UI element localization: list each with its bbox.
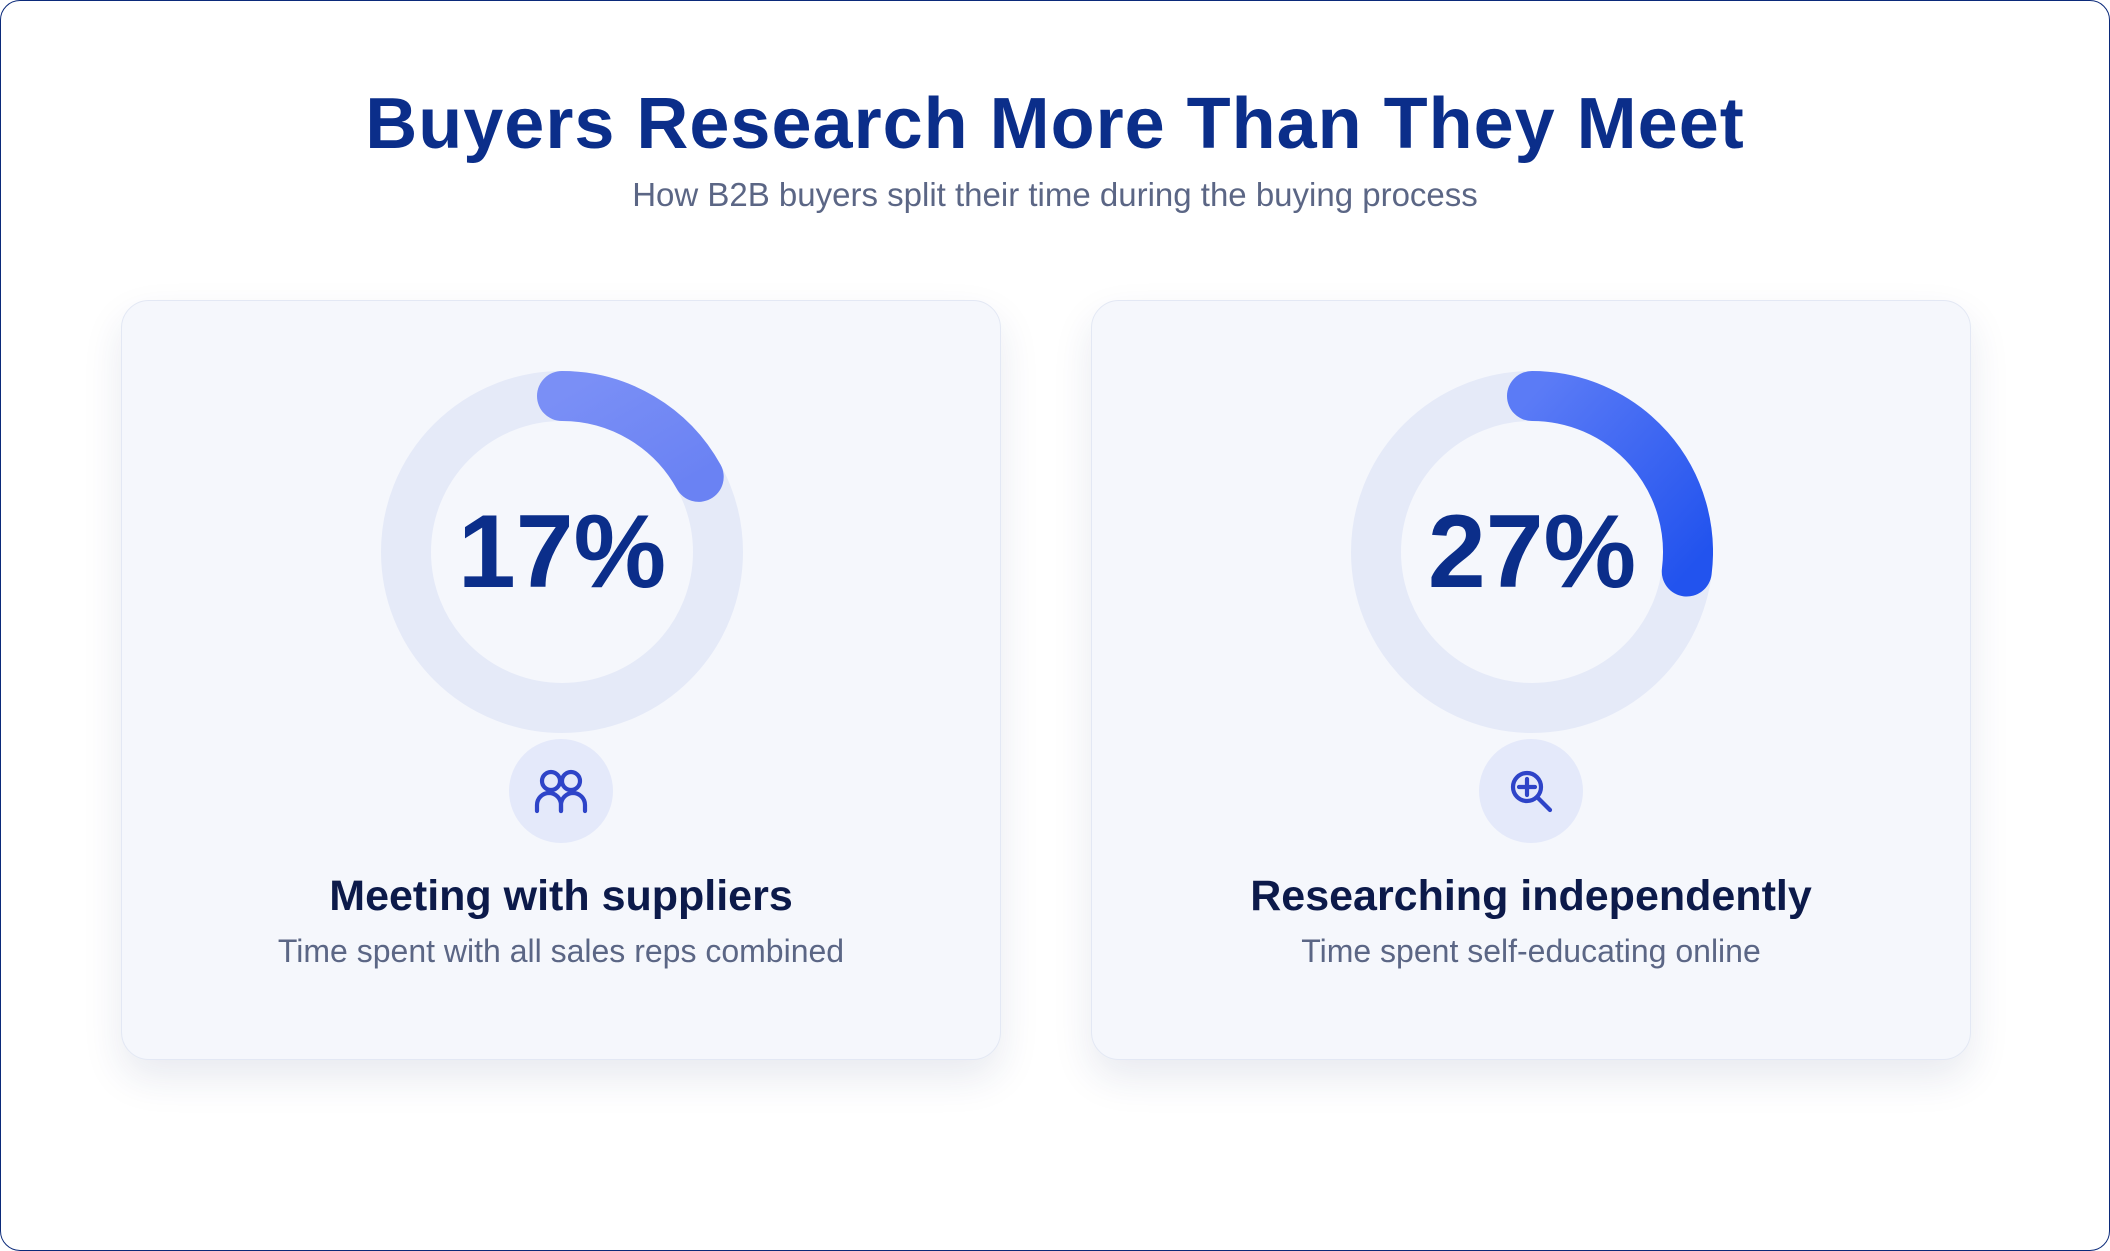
- card-description-researching: Time spent self-educating online: [1301, 933, 1761, 969]
- donut-arc-researching: [1507, 371, 1713, 597]
- icon-badge-researching: [1479, 739, 1583, 843]
- icon-badge-meeting: [509, 739, 613, 843]
- value-label-meeting: 17%: [458, 494, 666, 610]
- stat-card-meeting: 17% Meeting with suppliers Time spent wi…: [121, 300, 1001, 1060]
- donut-arc-meeting: [537, 371, 724, 502]
- donut-svg-meeting: 17%: [381, 371, 743, 733]
- value-label-researching: 27%: [1428, 494, 1636, 610]
- search-plus-icon: [1510, 770, 1553, 813]
- donut-chart-researching: 27%: [1351, 371, 1713, 733]
- stat-card-researching: 27% Researching independently Time spent…: [1091, 300, 1971, 1060]
- people-icon: [534, 769, 588, 814]
- donut-chart-meeting: 17%: [381, 371, 743, 733]
- chart-subtitle: How B2B buyers split their time during t…: [632, 176, 1478, 213]
- card-label-meeting: Meeting with suppliers: [329, 872, 793, 920]
- donut-svg-researching: 27%: [1351, 371, 1713, 733]
- card-description-meeting: Time spent with all sales reps combined: [277, 933, 845, 969]
- card-label-researching: Researching independently: [1250, 872, 1812, 920]
- chart-title: Buyers Research More Than They Meet: [365, 84, 1745, 164]
